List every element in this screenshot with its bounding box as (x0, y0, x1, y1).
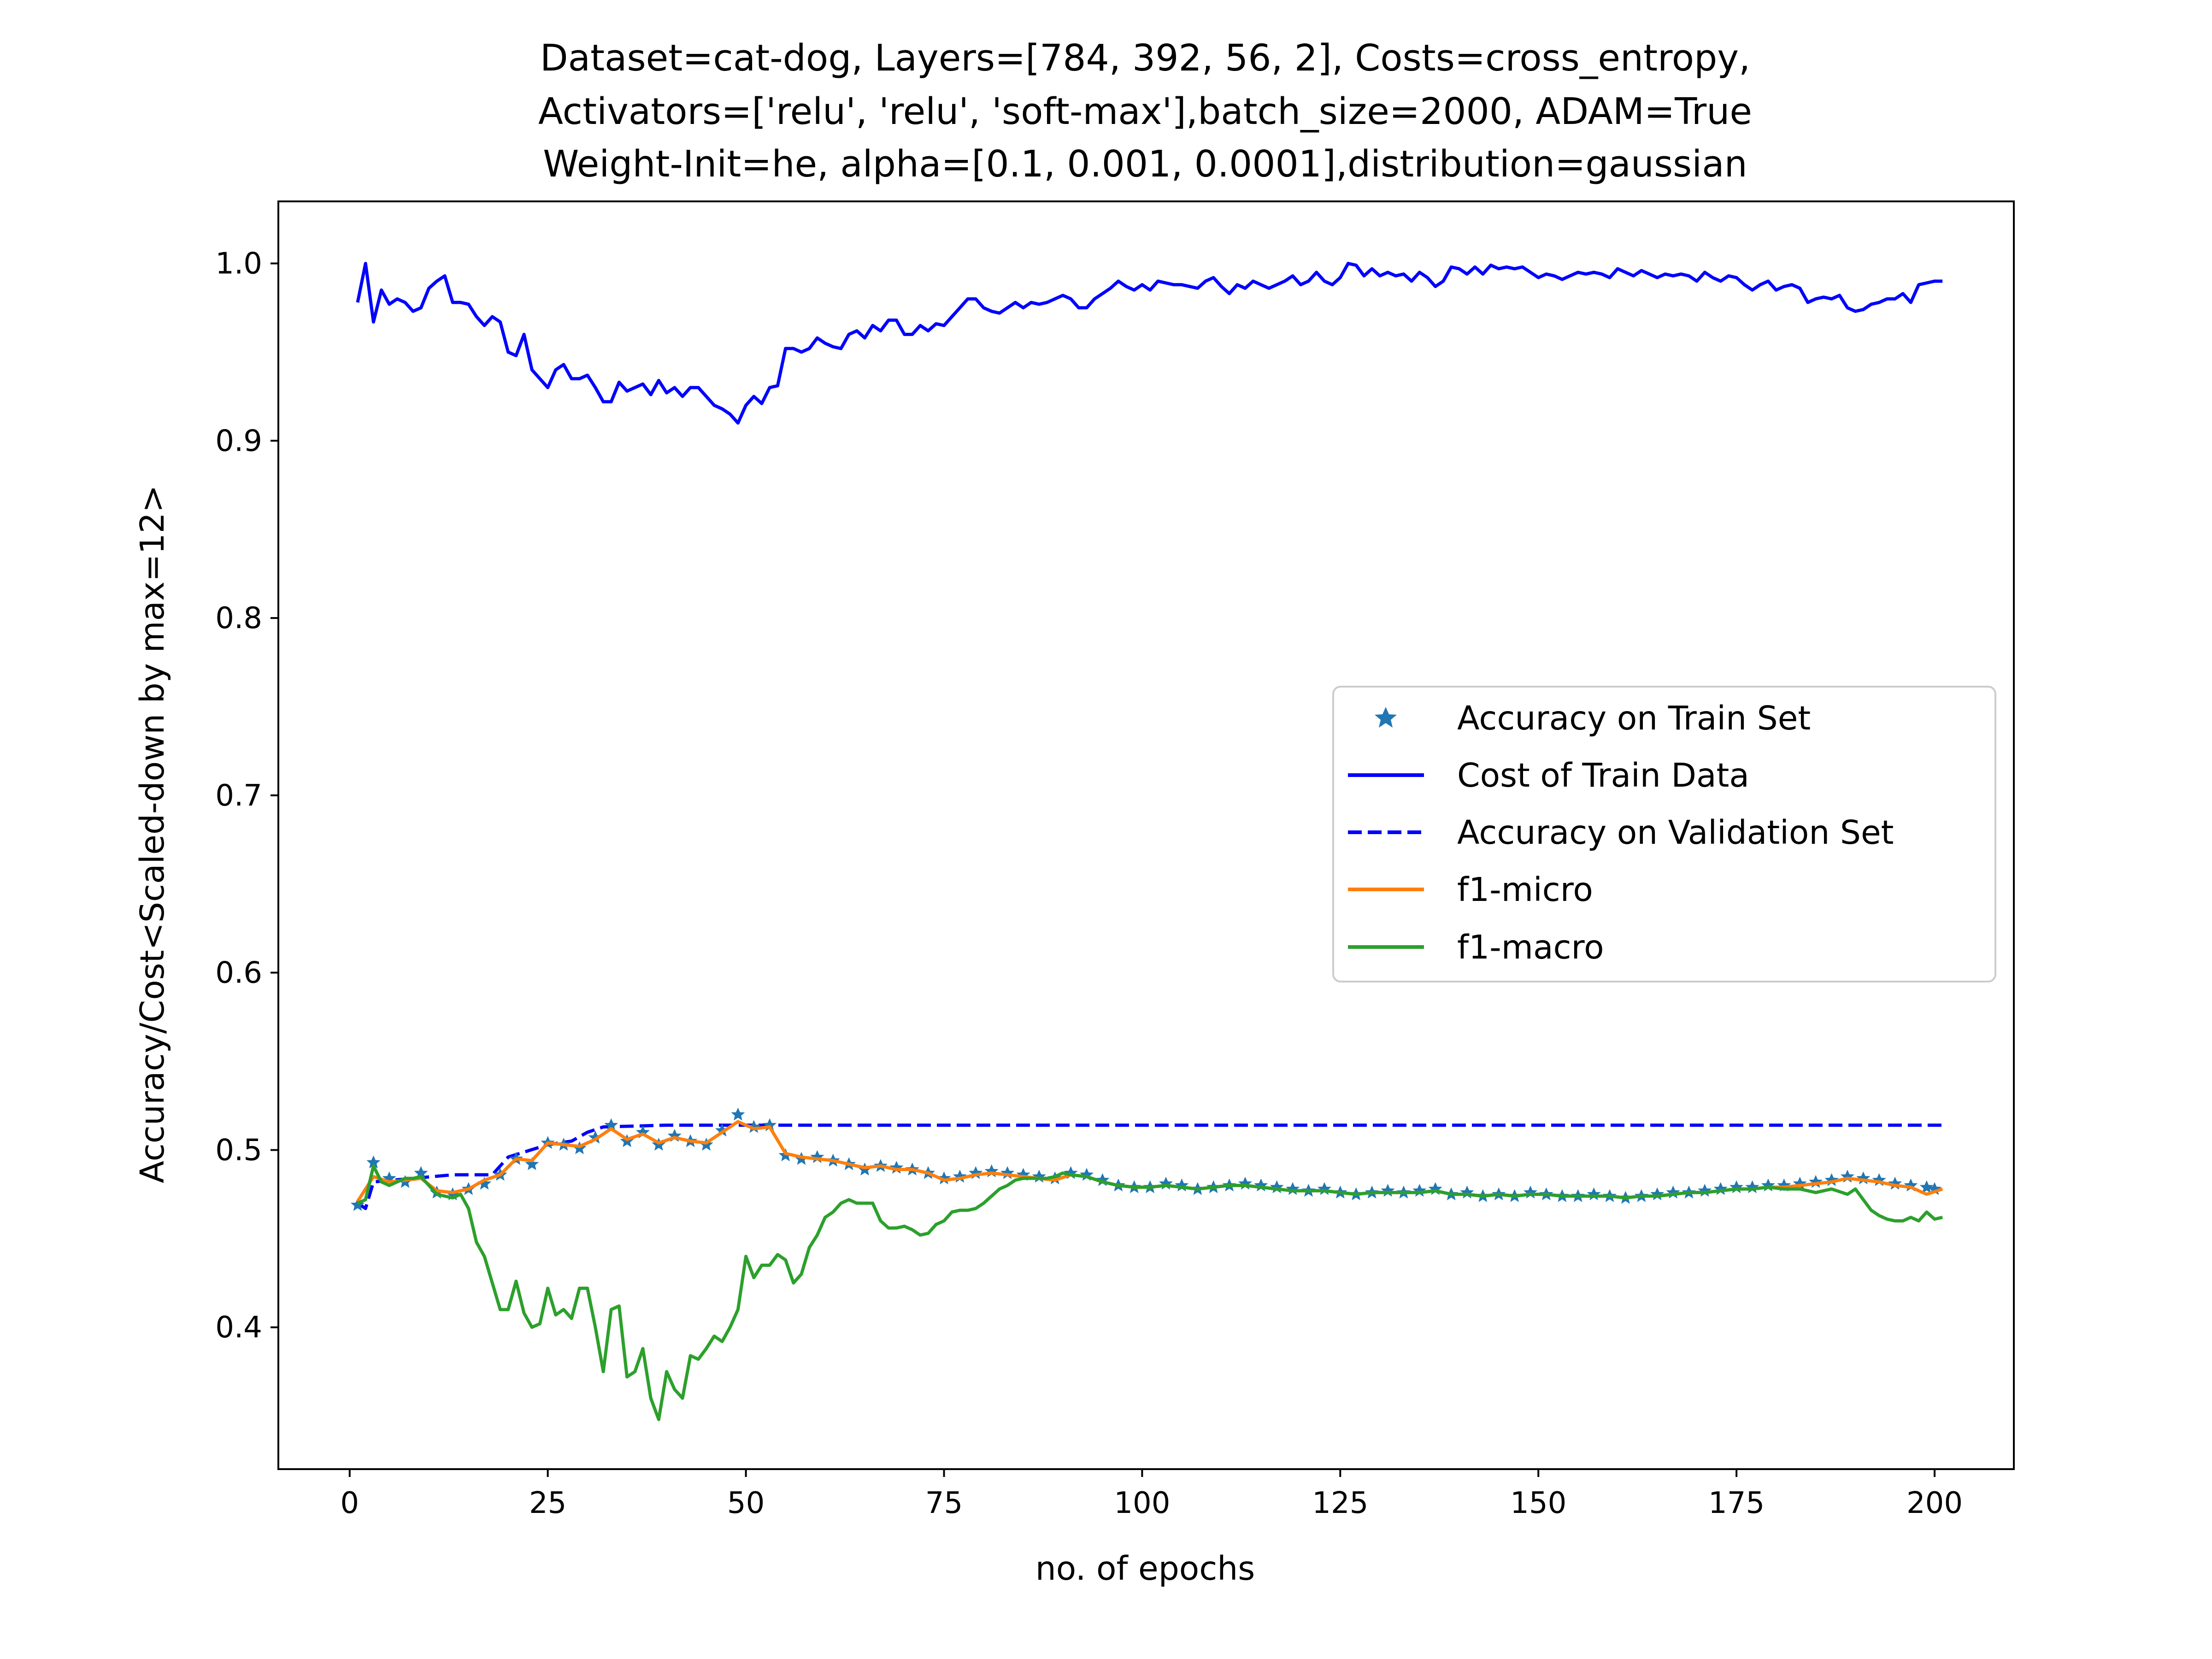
x-tick-label: 25 (529, 1486, 566, 1520)
legend-label-accuracy-train: Accuracy on Train Set (1457, 699, 1811, 737)
legend-star-icon (1375, 707, 1397, 728)
star-point (525, 1157, 539, 1171)
star-point (731, 1107, 745, 1121)
plot-frame (277, 200, 2015, 1470)
plot-area (351, 262, 1943, 1421)
y-axis-label: Accuracy/Cost<Scaled-down by max=12> (133, 485, 171, 1183)
legend-box (1332, 686, 1996, 982)
chart-title-line-3: Weight-Init=he, alpha=[0.1, 0.001, 0.000… (543, 143, 1747, 185)
star-point (1919, 1180, 1934, 1194)
x-tick-label: 50 (727, 1486, 765, 1520)
y-tick-label: 0.8 (215, 601, 262, 635)
y-tick-label: 0.9 (215, 424, 262, 458)
star-point (366, 1155, 381, 1169)
x-axis-label: no. of epochs (1035, 1549, 1255, 1588)
star-point (477, 1177, 492, 1190)
x-tick-label: 0 (340, 1486, 359, 1520)
x-tick-label: 75 (925, 1486, 963, 1520)
legend-label-f1-micro: f1-micro (1457, 871, 1593, 909)
chart-title-line-1: Dataset=cat-dog, Layers=[784, 392, 56, 2… (540, 37, 1750, 79)
x-tick-label: 125 (1312, 1486, 1368, 1520)
series-cost-of-train-data-line (356, 262, 1943, 425)
legend: Accuracy on Train Set Cost of Train Data… (1332, 686, 1996, 982)
y-tick-label: 0.4 (215, 1311, 262, 1345)
chart-title-line-2: Activators=['relu', 'relu', 'soft-max'],… (538, 90, 1752, 133)
legend-label-accuracy-validation: Accuracy on Validation Set (1457, 813, 1894, 852)
y-tick-label: 0.7 (215, 779, 262, 813)
x-tick-label: 100 (1114, 1486, 1170, 1520)
legend-label-cost-train: Cost of Train Data (1457, 756, 1749, 794)
x-tick-label: 175 (1708, 1486, 1765, 1520)
axes: 0 25 50 75 100 125 150 175 200 0.4 0.5 0.6 0.7 0.8 0.9… (215, 247, 1963, 1520)
star-point (604, 1118, 618, 1131)
x-tick-label: 200 (1906, 1486, 1963, 1520)
series-f1-macro-line (357, 1164, 1943, 1421)
series-accuracy-on-validation-set-line (357, 1124, 1943, 1210)
legend-label-f1-macro: f1-macro (1457, 928, 1604, 966)
star-point (351, 1198, 365, 1211)
y-tick-label: 0.6 (215, 956, 262, 990)
x-tick-label: 150 (1510, 1486, 1566, 1520)
y-tick-label: 0.5 (215, 1133, 262, 1167)
y-tick-label: 1.0 (215, 247, 262, 281)
chart-title: Dataset=cat-dog, Layers=[784, 392, 56, 2… (538, 37, 1752, 185)
